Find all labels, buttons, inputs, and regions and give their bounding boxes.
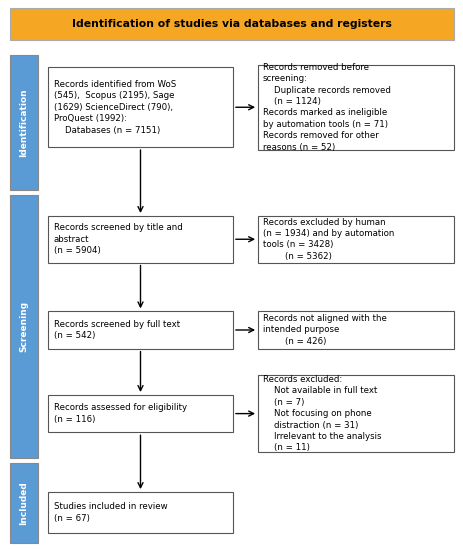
Text: Records not aligned with the
intended purpose
        (n = 426): Records not aligned with the intended pu… [263, 314, 386, 346]
Text: Records removed before
screening:
    Duplicate records removed
    (n = 1124)
R: Records removed before screening: Duplic… [263, 63, 390, 152]
Text: Records screened by full text
(n = 542): Records screened by full text (n = 542) [54, 320, 180, 340]
Text: Records screened by title and
abstract
(n = 5904): Records screened by title and abstract (… [54, 223, 182, 255]
Bar [257, 375, 453, 452]
Bar [10, 8, 453, 40]
Text: Records identified from WoS
(545),  Scopus (2195), Sage
(1629) ScienceDirect (79: Records identified from WoS (545), Scopu… [54, 80, 176, 135]
Text: Studies included in review
(n = 67): Studies included in review (n = 67) [54, 502, 167, 523]
Text: Records excluded:
    Not available in full text
    (n = 7)
    Not focusing on: Records excluded: Not available in full … [263, 375, 381, 453]
Text: Screening: Screening [19, 301, 28, 352]
Bar [48, 311, 232, 349]
Bar [48, 395, 232, 432]
Text: Records excluded by human
(n = 1934) and by automation
tools (n = 3428)
        : Records excluded by human (n = 1934) and… [263, 218, 394, 261]
Bar [257, 216, 453, 263]
Text: Included: Included [19, 481, 28, 525]
Bar [48, 492, 232, 534]
Bar [257, 65, 453, 150]
Bar [48, 216, 232, 263]
Text: Identification: Identification [19, 88, 28, 157]
Bar [10, 55, 38, 190]
Bar [257, 311, 453, 349]
Text: Identification of studies via databases and registers: Identification of studies via databases … [72, 19, 391, 29]
Bar [48, 68, 232, 147]
Bar [10, 463, 38, 543]
Text: Records assessed for eligibility
(n = 116): Records assessed for eligibility (n = 11… [54, 403, 187, 424]
Bar [10, 195, 38, 458]
